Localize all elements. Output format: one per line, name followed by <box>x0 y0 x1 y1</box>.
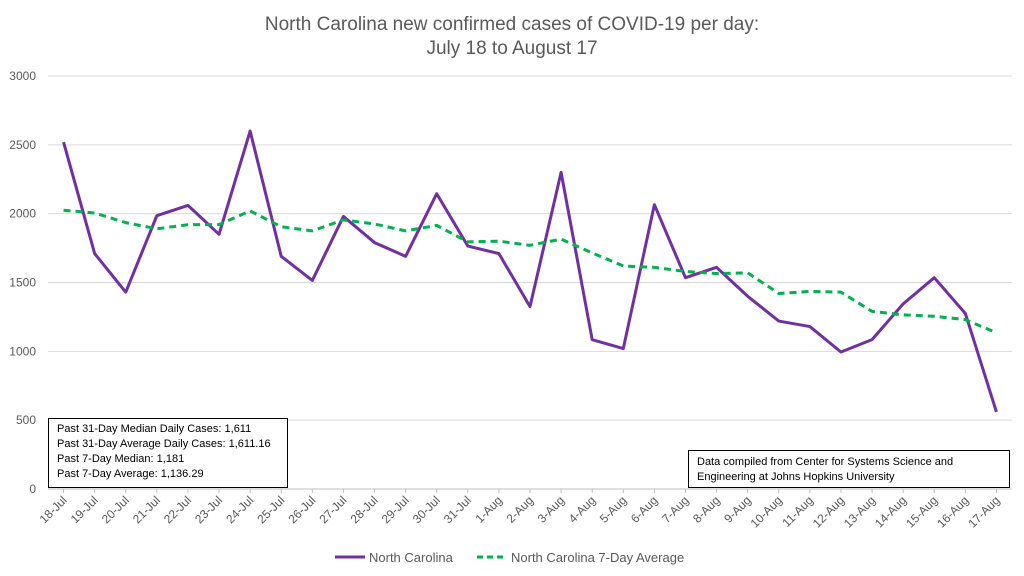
stats-line-31day-average: Past 31-Day Average Daily Cases: 1,611.1… <box>57 438 271 450</box>
x-tick-label: 28-Jul <box>348 493 381 526</box>
series-line-north-carolina-7-day-average <box>63 208 998 335</box>
x-tick-label: 15-Aug <box>903 493 940 530</box>
y-tick-label: 500 <box>16 413 36 427</box>
x-tick-label: 10-Aug <box>748 493 785 530</box>
x-tick-label: 30-Jul <box>410 493 443 526</box>
stats-line-31day-median: Past 31-Day Median Daily Cases: 1,611 <box>57 423 252 435</box>
x-tick-label: 4-Aug <box>566 493 599 526</box>
x-tick-label: 20-Jul <box>99 493 132 526</box>
stats-line-7day-average: Past 7-Day Average: 1,136.29 <box>57 468 204 480</box>
data-source-note: Data compiled from Center for Systems Sc… <box>688 450 1010 488</box>
y-tick-label: 3000 <box>9 69 36 83</box>
x-tick-label: 26-Jul <box>285 493 318 526</box>
x-tick-label: 25-Jul <box>254 493 287 526</box>
y-tick-label: 1000 <box>9 344 36 358</box>
series-lines <box>62 129 998 413</box>
y-tick-label: 2500 <box>9 138 36 152</box>
x-tick-label: 23-Jul <box>192 493 225 526</box>
stats-summary-box: Past 31-Day Median Daily Cases: 1,611 Pa… <box>48 418 288 488</box>
legend-label-7-day-average: North Carolina 7-Day Average <box>511 550 684 565</box>
x-tick-label: 18-Jul <box>37 493 70 526</box>
x-tick-label: 5-Aug <box>597 493 630 526</box>
stats-line-7day-median: Past 7-Day Median: 1,181 <box>57 453 185 465</box>
x-tick-label: 2-Aug <box>504 493 537 526</box>
legend: North Carolina North Carolina 7-Day Aver… <box>335 550 684 565</box>
data-source-text: Data compiled from Center for Systems Sc… <box>697 456 954 483</box>
x-tick-label: 29-Jul <box>379 493 412 526</box>
x-tick-label: 6-Aug <box>628 493 661 526</box>
series-line-north-carolina <box>62 129 998 413</box>
x-tick-label: 11-Aug <box>779 493 816 530</box>
x-tick-label: 12-Aug <box>810 493 847 530</box>
chart-title-line-2: July 18 to August 17 <box>426 38 597 59</box>
x-tick-label: 21-Jul <box>130 493 163 526</box>
chart-title-line-1: North Carolina new confirmed cases of CO… <box>265 14 759 35</box>
legend-label-north-carolina: North Carolina <box>369 550 454 565</box>
x-tick-label: 24-Jul <box>223 493 256 526</box>
x-tick-label: 31-Jul <box>441 493 474 526</box>
x-tick-label: 27-Jul <box>317 493 350 526</box>
x-tick-label: 17-Aug <box>965 493 1002 530</box>
x-tick-label: 14-Aug <box>872 493 909 530</box>
x-tick-label: 8-Aug <box>690 493 723 526</box>
y-tick-label: 1500 <box>9 276 36 290</box>
y-axis-tick-labels: 0 500 1000 1500 2000 2500 3000 <box>9 69 36 496</box>
y-tick-label: 0 <box>29 482 36 496</box>
x-tick-label: 19-Jul <box>68 493 101 526</box>
x-tick-label: 13-Aug <box>841 493 878 530</box>
x-tick-label: 22-Jul <box>161 493 194 526</box>
x-tick-label: 1-Aug <box>472 493 505 526</box>
x-tick-label: 3-Aug <box>535 493 568 526</box>
y-tick-label: 2000 <box>9 207 36 221</box>
x-axis-tick-labels: 18-Jul19-Jul20-Jul21-Jul22-Jul23-Jul24-J… <box>37 493 1003 530</box>
x-tick-label: 16-Aug <box>934 493 971 530</box>
x-tick-label: 7-Aug <box>659 493 692 526</box>
